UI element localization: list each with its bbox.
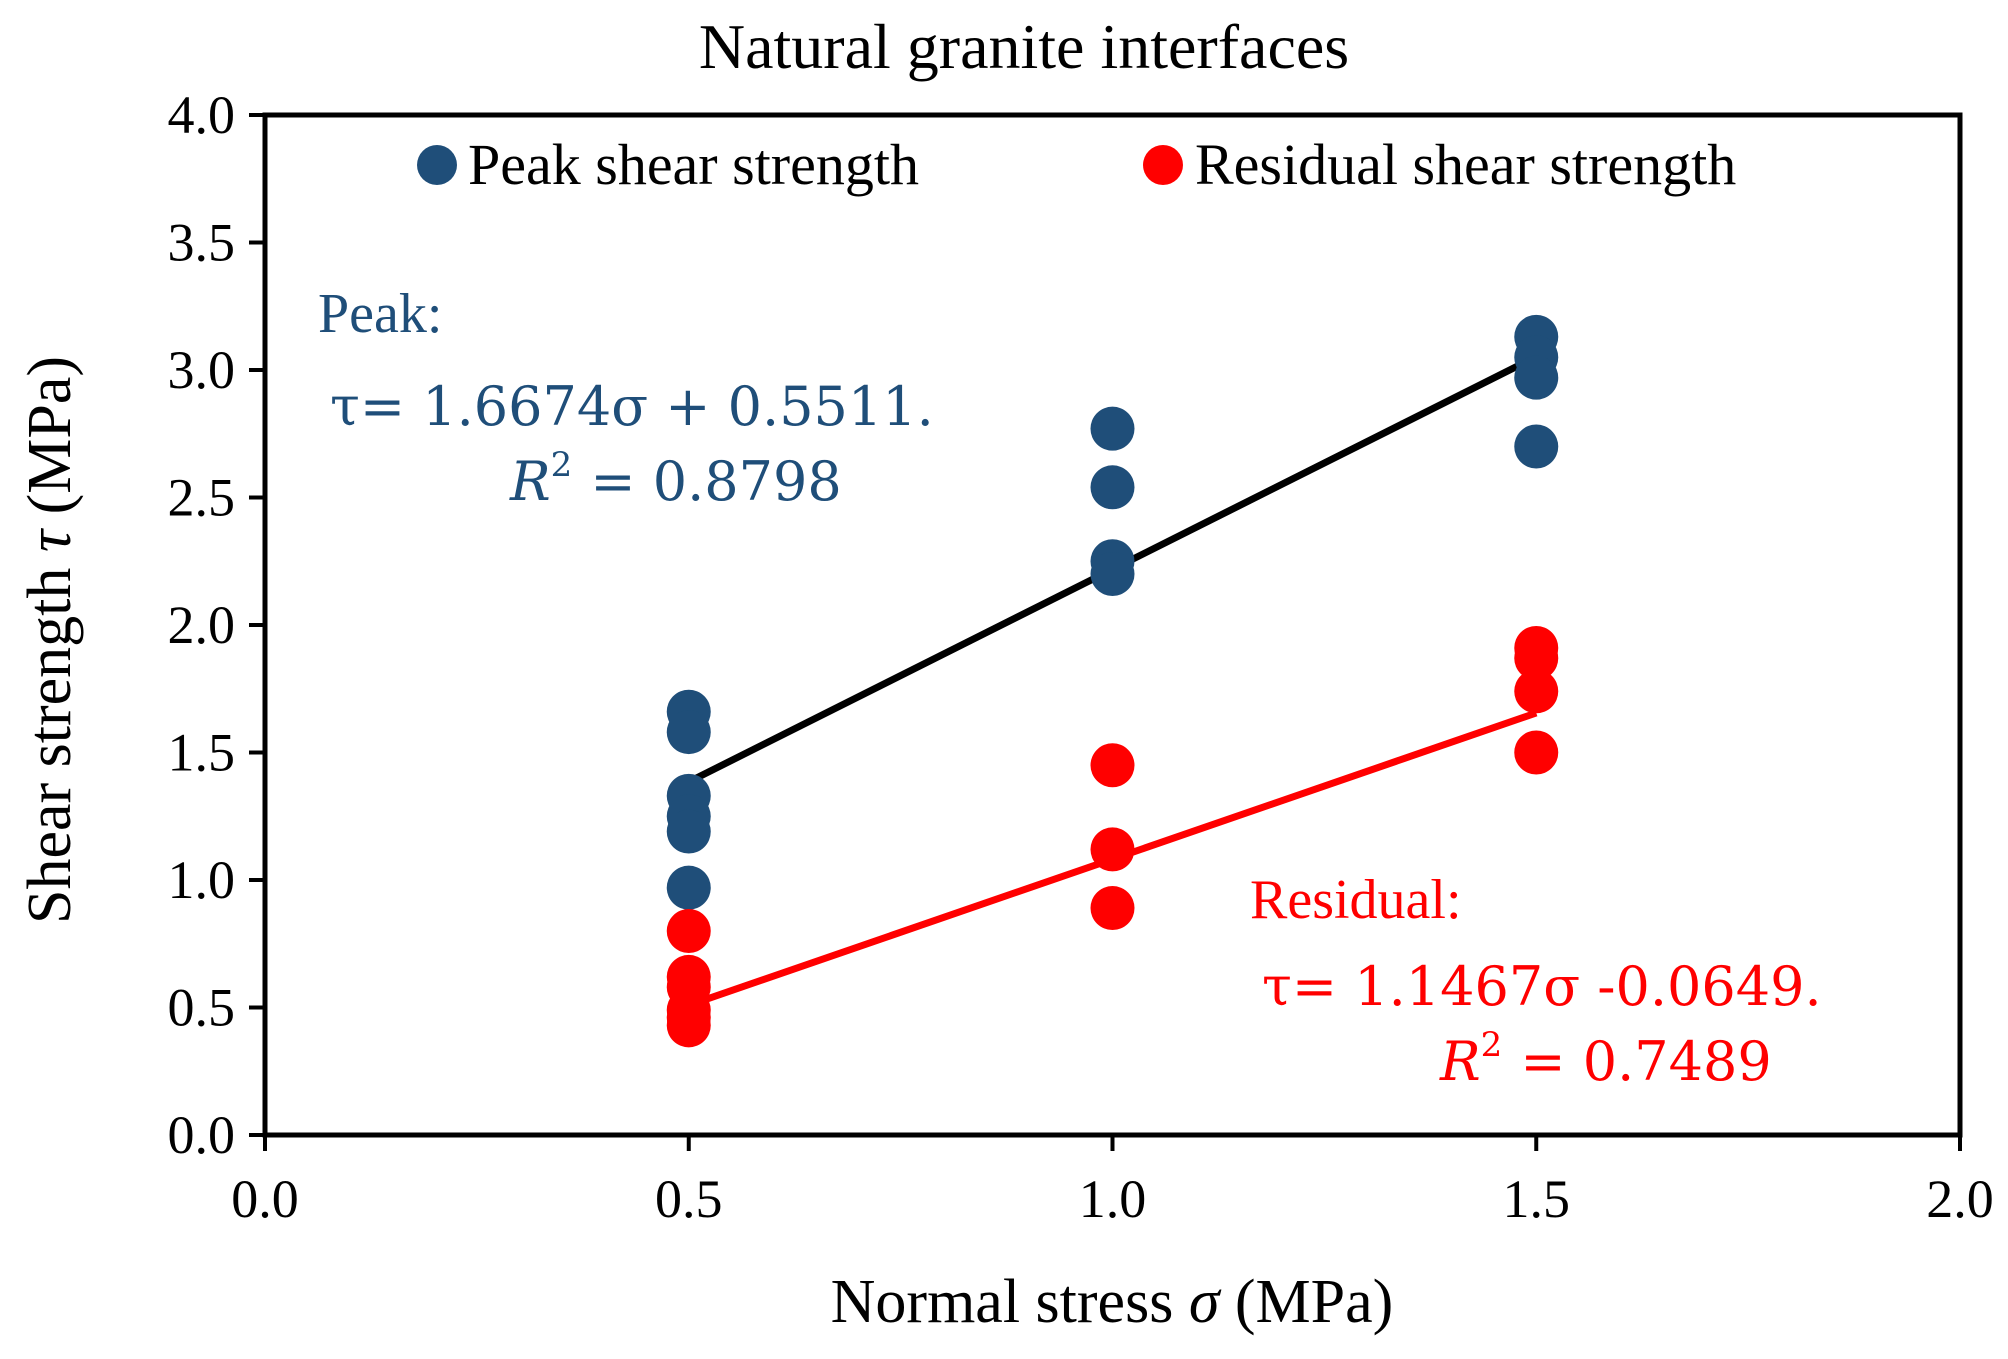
residual-data-point (1090, 827, 1135, 872)
peak-annotation-label: Peak: (318, 283, 442, 345)
x-axis-label-unit: (MPa) (1235, 1268, 1393, 1336)
x-tick-label: 1.0 (1079, 1169, 1147, 1229)
peak-equation-annotation: Peak: τ= 1.6674σ + 0.5511. R2 = 0.8798 (318, 283, 934, 513)
residual-r2-value: = 0.7489 (1520, 1030, 1771, 1093)
residual-data-point (1514, 636, 1559, 681)
chart-title: Natural granite interfaces (699, 11, 1349, 82)
residual-r2: R2 = 0.7489 (1439, 1025, 1772, 1093)
x-tick-label: 1.5 (1503, 1169, 1571, 1229)
legend-marker-peak (417, 145, 457, 185)
x-axis-ticks: 0.0 0.5 1.0 1.5 2.0 (231, 1135, 1994, 1229)
y-tick-label: 4.0 (168, 85, 236, 145)
peak-r2-value: = 0.8798 (590, 450, 841, 513)
residual-data-point (666, 1003, 711, 1048)
y-tick-label: 2.0 (168, 595, 236, 655)
y-axis-label-symbol: τ (16, 527, 84, 552)
data-points (666, 314, 1559, 1048)
peak-data-point (1514, 355, 1559, 400)
residual-equation-annotation: Residual: τ= 1.1467σ -0.0649. R2 = 0.7489 (1250, 869, 1822, 1093)
legend-marker-residual (1143, 145, 1183, 185)
peak-data-point (666, 710, 711, 755)
residual-r2-symbol: R (1439, 1030, 1481, 1093)
peak-r2: R2 = 0.8798 (509, 445, 842, 513)
y-tick-label: 1.5 (168, 723, 236, 783)
residual-data-point (1090, 886, 1135, 931)
residual-data-point (1090, 743, 1135, 788)
legend-label-peak: Peak shear strength (468, 132, 919, 197)
peak-data-point (1090, 465, 1135, 510)
residual-data-point (1514, 669, 1559, 714)
residual-data-point (1514, 730, 1559, 775)
x-tick-label: 0.5 (655, 1169, 723, 1229)
y-tick-label: 0.5 (168, 978, 236, 1038)
x-axis-label-symbol: σ (1189, 1268, 1222, 1336)
residual-r2-exponent: 2 (1481, 1025, 1503, 1065)
legend-label-residual: Residual shear strength (1195, 132, 1736, 197)
y-tick-label: 3.5 (168, 213, 236, 273)
residual-data-point (666, 909, 711, 953)
y-tick-label: 0.0 (168, 1105, 236, 1165)
peak-data-point (1090, 552, 1135, 596)
peak-data-point (1090, 406, 1135, 451)
x-tick-label: 2.0 (1926, 1169, 1994, 1229)
peak-equation: τ= 1.6674σ + 0.5511. (330, 375, 934, 438)
y-tick-label: 2.5 (168, 468, 236, 528)
peak-data-point (666, 809, 711, 854)
peak-r2-symbol: R (509, 450, 551, 513)
y-axis-ticks: 0.0 0.5 1.0 1.5 2.0 2.5 3.0 3.5 4.0 (168, 85, 265, 1165)
y-axis-label-text: Shear strength (16, 568, 84, 924)
peak-r2-exponent: 2 (551, 445, 573, 485)
y-axis-label-unit: (MPa) (16, 356, 84, 514)
residual-annotation-label: Residual: (1250, 869, 1462, 931)
peak-data-point (666, 865, 711, 910)
peak-data-point (1514, 424, 1559, 469)
y-tick-label: 3.0 (168, 340, 236, 400)
x-axis-label-text: Normal stress (831, 1268, 1174, 1336)
x-axis-label: Normal stress σ (MPa) (831, 1268, 1394, 1336)
residual-equation: τ= 1.1467σ -0.0649. (1262, 955, 1822, 1018)
y-axis-label: Shear strength τ (MPa) (16, 356, 84, 924)
x-tick-label: 0.0 (231, 1169, 299, 1229)
legend: Peak shear strength Residual shear stren… (417, 132, 1736, 197)
y-tick-label: 1.0 (168, 850, 236, 910)
